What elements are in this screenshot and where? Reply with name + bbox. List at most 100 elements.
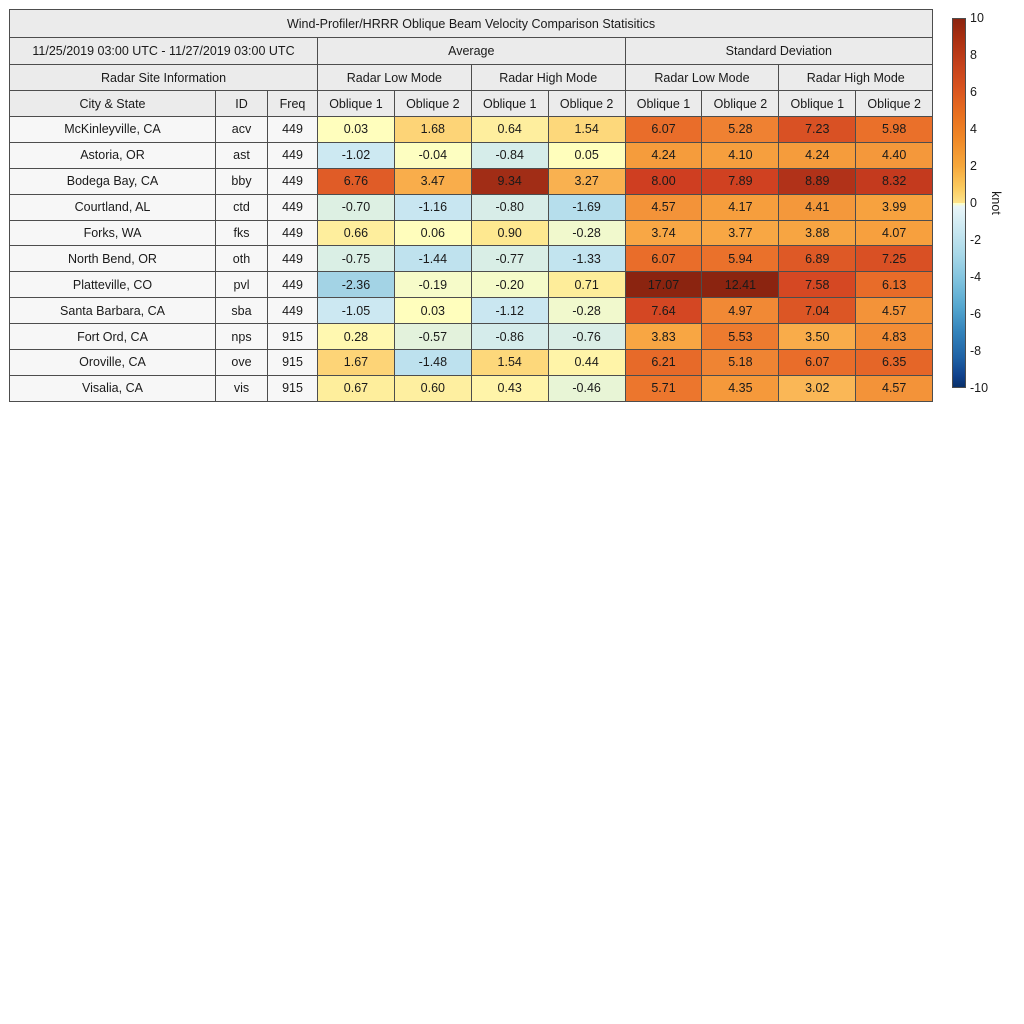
cell-avg_low_ob1: -0.70	[317, 193, 395, 221]
colorbar-tick: 6	[970, 85, 977, 99]
column-header-sd-high-oblique1: Oblique 1	[778, 90, 857, 117]
cell-avg_high_ob2: -0.46	[547, 374, 626, 402]
site-freq: 915	[267, 349, 318, 376]
cell-sd_low_ob2: 4.17	[701, 193, 780, 221]
colorbar-tick: 10	[970, 11, 984, 25]
colorbar-gradient	[952, 18, 966, 388]
cell-avg_high_ob1: 0.64	[470, 116, 549, 143]
site-freq: 449	[267, 167, 318, 195]
cell-sd_high_ob2: 4.83	[855, 323, 934, 351]
cell-avg_high_ob1: 0.90	[470, 219, 549, 247]
cell-avg_high_ob2: 0.71	[547, 271, 626, 299]
cell-avg_high_ob2: 0.44	[547, 349, 626, 376]
colorbar: 10 8 6 4 2 0 -2 -4 -6 -8 -10 knot	[952, 11, 1022, 395]
cell-avg_high_ob1: -0.84	[470, 141, 549, 169]
cell-sd_high_ob2: 3.99	[855, 193, 934, 221]
cell-sd_high_ob1: 3.02	[778, 374, 857, 402]
cell-sd_high_ob2: 7.25	[855, 245, 934, 273]
cell-avg_low_ob2: -0.04	[393, 141, 472, 169]
cell-avg_high_ob1: -0.80	[470, 193, 549, 221]
band-header-standard-deviation: Standard Deviation	[624, 37, 934, 65]
cell-sd_high_ob1: 8.89	[778, 167, 857, 195]
cell-avg_low_ob2: -0.57	[393, 323, 472, 351]
cell-avg_low_ob2: -1.16	[393, 193, 472, 221]
cell-sd_high_ob2: 8.32	[855, 167, 934, 195]
cell-sd_low_ob2: 5.53	[701, 323, 780, 351]
site-freq: 449	[267, 141, 318, 169]
cell-avg_low_ob2: 0.03	[393, 297, 472, 325]
site-city-state: Forks, WA	[9, 219, 216, 247]
site-id: fks	[215, 219, 268, 247]
site-id: ctd	[215, 193, 268, 221]
cell-sd_high_ob1: 3.88	[778, 219, 857, 247]
cell-sd_high_ob2: 5.98	[855, 116, 934, 143]
column-header-sd-low-oblique2: Oblique 2	[701, 90, 780, 117]
cell-avg_high_ob2: -1.69	[547, 193, 626, 221]
site-freq: 449	[267, 297, 318, 325]
site-city-state: Bodega Bay, CA	[9, 167, 216, 195]
cell-sd_low_ob1: 3.74	[624, 219, 703, 247]
cell-avg_low_ob1: 0.28	[317, 323, 395, 351]
colorbar-tick: 8	[970, 48, 977, 62]
cell-avg_high_ob2: -0.28	[547, 219, 626, 247]
band-header-average: Average	[317, 37, 626, 65]
cell-avg_low_ob1: 6.76	[317, 167, 395, 195]
group-header-site-info: Radar Site Information	[9, 64, 318, 91]
colorbar-tick: 0	[970, 196, 977, 210]
cell-sd_high_ob1: 4.41	[778, 193, 857, 221]
site-freq: 449	[267, 193, 318, 221]
cell-sd_high_ob1: 6.89	[778, 245, 857, 273]
cell-sd_low_ob2: 7.89	[701, 167, 780, 195]
table-row: Courtland, AL ctd 449 -0.70 -1.16 -0.80 -1.69 4…	[9, 193, 934, 221]
site-id: sba	[215, 297, 268, 325]
cell-sd_low_ob1: 4.57	[624, 193, 703, 221]
colorbar-tick: -4	[970, 270, 982, 284]
cell-sd_low_ob2: 3.77	[701, 219, 780, 247]
column-header-sd-low-oblique1: Oblique 1	[624, 90, 703, 117]
cell-avg_low_ob1: -2.36	[317, 271, 395, 299]
cell-avg_low_ob1: 1.67	[317, 349, 395, 376]
colorbar-tick: -2	[970, 233, 982, 247]
site-freq: 915	[267, 374, 318, 402]
cell-avg_low_ob1: 0.67	[317, 374, 395, 402]
column-header-avg-low-oblique1: Oblique 1	[317, 90, 395, 117]
colorbar-tick: 4	[970, 122, 977, 136]
cell-sd_low_ob2: 4.97	[701, 297, 780, 325]
table-row: Oroville, CA ove 915 1.67 -1.48 1.54 0.44 6.21 5…	[9, 349, 934, 376]
cell-sd_low_ob1: 5.71	[624, 374, 703, 402]
cell-sd_high_ob2: 6.35	[855, 349, 934, 376]
cell-sd_high_ob1: 7.23	[778, 116, 857, 143]
site-freq: 449	[267, 116, 318, 143]
cell-avg_low_ob2: -0.19	[393, 271, 472, 299]
cell-sd_high_ob2: 4.57	[855, 297, 934, 325]
site-city-state: North Bend, OR	[9, 245, 216, 273]
cell-avg_low_ob2: -1.44	[393, 245, 472, 273]
site-id: pvl	[215, 271, 268, 299]
group-header-avg-low-mode: Radar Low Mode	[317, 64, 472, 91]
cell-avg_low_ob1: -1.02	[317, 141, 395, 169]
site-city-state: Astoria, OR	[9, 141, 216, 169]
column-header-sd-high-oblique2: Oblique 2	[855, 90, 934, 117]
cell-sd_low_ob2: 5.94	[701, 245, 780, 273]
cell-avg_low_ob2: 3.47	[393, 167, 472, 195]
colorbar-unit-label: knot	[989, 191, 1003, 215]
group-header-avg-high-mode: Radar High Mode	[470, 64, 626, 91]
table-row: Platteville, CO pvl 449 -2.36 -0.19 -0.20 0.71…	[9, 271, 934, 299]
table-row: Forks, WA fks 449 0.66 0.06 0.90 -0.28 3.74 3.77…	[9, 219, 934, 247]
cell-sd_low_ob1: 6.21	[624, 349, 703, 376]
site-city-state: Courtland, AL	[9, 193, 216, 221]
cell-sd_low_ob2: 4.35	[701, 374, 780, 402]
cell-avg_high_ob2: 0.05	[547, 141, 626, 169]
cell-sd_low_ob1: 8.00	[624, 167, 703, 195]
site-city-state: Santa Barbara, CA	[9, 297, 216, 325]
cell-sd_high_ob2: 6.13	[855, 271, 934, 299]
cell-sd_low_ob1: 17.07	[624, 271, 703, 299]
cell-avg_low_ob1: 0.66	[317, 219, 395, 247]
site-freq: 449	[267, 245, 318, 273]
cell-avg_low_ob2: -1.48	[393, 349, 472, 376]
cell-sd_high_ob1: 6.07	[778, 349, 857, 376]
colorbar-tick: 2	[970, 159, 977, 173]
cell-sd_high_ob2: 4.40	[855, 141, 934, 169]
column-header-avg-high-oblique2: Oblique 2	[547, 90, 626, 117]
group-header-sd-low-mode: Radar Low Mode	[624, 64, 780, 91]
